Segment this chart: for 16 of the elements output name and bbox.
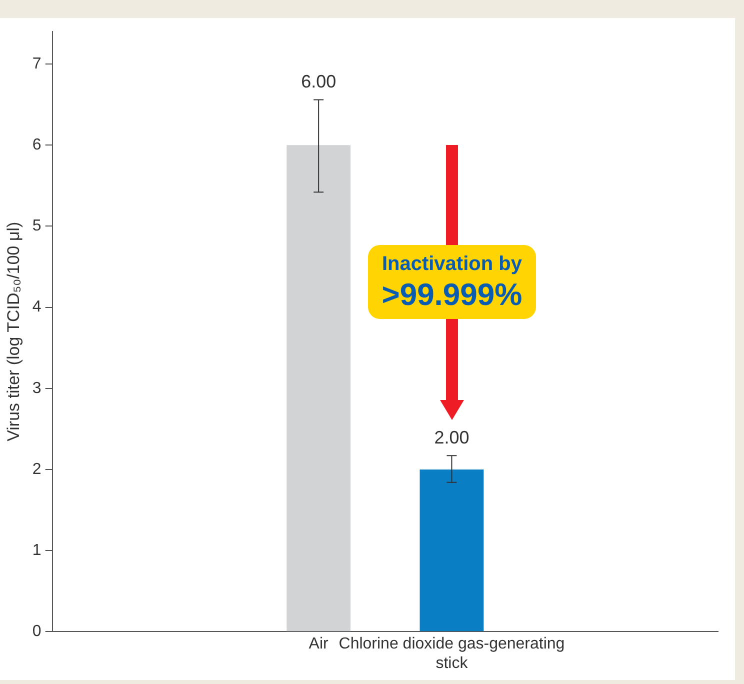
y-tick-label: 6 <box>32 136 42 154</box>
y-tick-label: 1 <box>32 542 42 559</box>
annotation: Inactivation by <box>382 252 522 278</box>
y-axis-title: Virus titer (log TCID₅₀/100 μl) <box>4 222 23 442</box>
data-label: 6.00 <box>301 72 336 92</box>
y-tick-label: 4 <box>32 298 42 316</box>
x-tick-label: Air <box>308 636 330 653</box>
x-tick-label: Chlorine dioxide gas-generating stick <box>338 636 565 672</box>
annotation: >99.999% <box>382 277 522 314</box>
callout: Inactivation by >99.999% <box>368 245 536 320</box>
y-tick-label: 5 <box>32 218 42 235</box>
data-label: 2.00 <box>434 428 470 448</box>
y-tick-label: 0 <box>32 623 42 640</box>
y-tick-label: 7 <box>32 55 42 72</box>
y-tick-label: 2 <box>32 460 42 478</box>
y-tick-label: 3 <box>32 380 42 397</box>
